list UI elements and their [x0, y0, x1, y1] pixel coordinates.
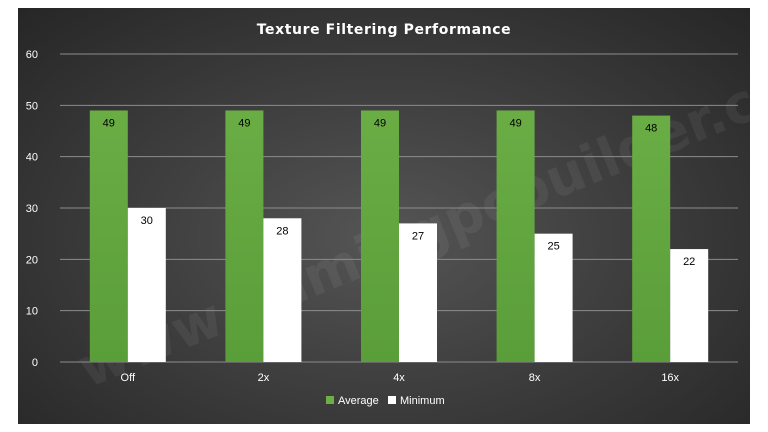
- data-label: 49: [238, 117, 250, 129]
- chart-title: Texture Filtering Performance: [257, 22, 512, 38]
- y-tick-label: 50: [26, 100, 38, 112]
- x-tick-label: 16x: [661, 372, 679, 384]
- data-label: 28: [276, 225, 288, 237]
- y-tick-label: 40: [26, 152, 38, 164]
- bar-minimum: [670, 249, 709, 362]
- legend-swatch-minimum: [388, 396, 396, 404]
- y-tick-label: 60: [26, 49, 38, 61]
- y-tick-label: 30: [26, 203, 38, 215]
- legend: Average Minimum: [326, 395, 445, 407]
- data-label: 49: [509, 117, 521, 129]
- y-tick-label: 20: [26, 254, 38, 266]
- chart-container: www.gamingpcbuilder.com Texture Filterin…: [18, 8, 750, 424]
- x-tick-label: Off: [121, 372, 136, 384]
- data-label: 49: [374, 117, 386, 129]
- data-label: 30: [141, 215, 153, 227]
- bars: [89, 110, 709, 362]
- x-axis-ticks: Off 2x 4x 8x 16x: [121, 372, 680, 384]
- bar-chart: www.gamingpcbuilder.com Texture Filterin…: [26, 22, 750, 407]
- bar-average: [632, 115, 671, 362]
- data-label: 48: [645, 123, 657, 135]
- bar-minimum: [127, 208, 166, 362]
- data-label: 22: [683, 256, 695, 268]
- x-tick-label: 2x: [258, 372, 270, 384]
- legend-label: Minimum: [400, 395, 445, 407]
- y-tick-label: 10: [26, 306, 38, 318]
- bar-average: [225, 110, 264, 362]
- x-tick-label: 8x: [529, 372, 541, 384]
- y-axis-ticks: 0 10 20 30 40 50 60: [26, 49, 38, 369]
- data-label: 49: [103, 117, 115, 129]
- legend-label: Average: [338, 395, 379, 407]
- x-tick-label: 4x: [393, 372, 405, 384]
- data-label: 27: [412, 230, 424, 242]
- legend-swatch-average: [326, 396, 334, 404]
- bar-average: [361, 110, 399, 362]
- bar-minimum: [263, 218, 302, 362]
- bar-average: [496, 110, 535, 362]
- bar-minimum: [399, 223, 437, 362]
- bar-average: [89, 110, 128, 362]
- data-labels: 49 30 49 28 49 27 49 25 48 22: [103, 117, 696, 268]
- data-label: 25: [547, 241, 559, 253]
- bar-minimum: [534, 233, 573, 362]
- y-tick-label: 0: [32, 357, 38, 369]
